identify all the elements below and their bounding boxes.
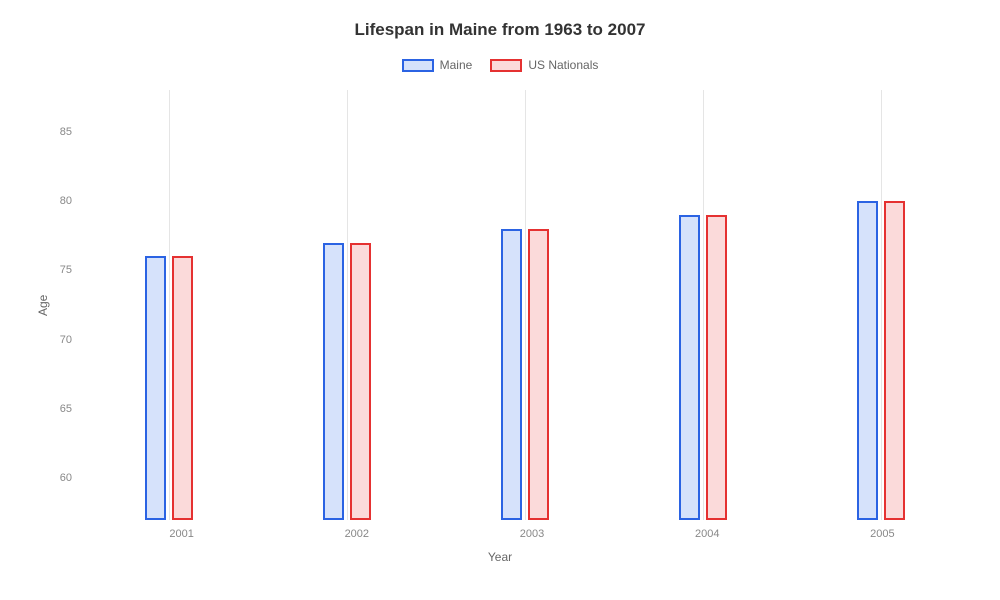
bar [350, 243, 371, 520]
x-axis-label: Year [30, 550, 970, 564]
x-tick: 2003 [444, 528, 619, 540]
x-tick: 2001 [94, 528, 269, 540]
y-tick: 60 [60, 472, 72, 484]
bar [857, 201, 878, 520]
bar [145, 256, 166, 520]
bar [706, 215, 727, 520]
bar [528, 229, 549, 520]
bar [323, 243, 344, 520]
y-axis: 85 80 75 70 65 60 [50, 90, 80, 520]
x-tick: 2002 [269, 528, 444, 540]
legend-swatch-us [490, 59, 522, 72]
legend-label-us: US Nationals [528, 58, 598, 72]
gridline [347, 90, 348, 520]
y-tick: 75 [60, 264, 72, 276]
lifespan-chart: Lifespan in Maine from 1963 to 2007 Main… [0, 0, 1000, 600]
legend-swatch-maine [402, 59, 434, 72]
legend: Maine US Nationals [30, 58, 970, 72]
bar [679, 215, 700, 520]
legend-label-maine: Maine [440, 58, 473, 72]
y-axis-label: Age [30, 90, 50, 520]
gridline [169, 90, 170, 520]
y-tick: 65 [60, 403, 72, 415]
y-tick: 70 [60, 334, 72, 346]
x-axis: 20012002200320042005 [94, 528, 970, 540]
y-tick: 85 [60, 126, 72, 138]
gridline [703, 90, 704, 520]
y-tick: 80 [60, 195, 72, 207]
bar [172, 256, 193, 520]
plot [80, 90, 970, 520]
x-tick: 2005 [795, 528, 970, 540]
plot-area: Age 85 80 75 70 65 60 [30, 90, 970, 520]
legend-item-maine: Maine [402, 58, 473, 72]
legend-item-us: US Nationals [490, 58, 598, 72]
bar [501, 229, 522, 520]
gridline [525, 90, 526, 520]
chart-title: Lifespan in Maine from 1963 to 2007 [30, 20, 970, 40]
bar [884, 201, 905, 520]
x-tick: 2004 [620, 528, 795, 540]
gridline [881, 90, 882, 520]
